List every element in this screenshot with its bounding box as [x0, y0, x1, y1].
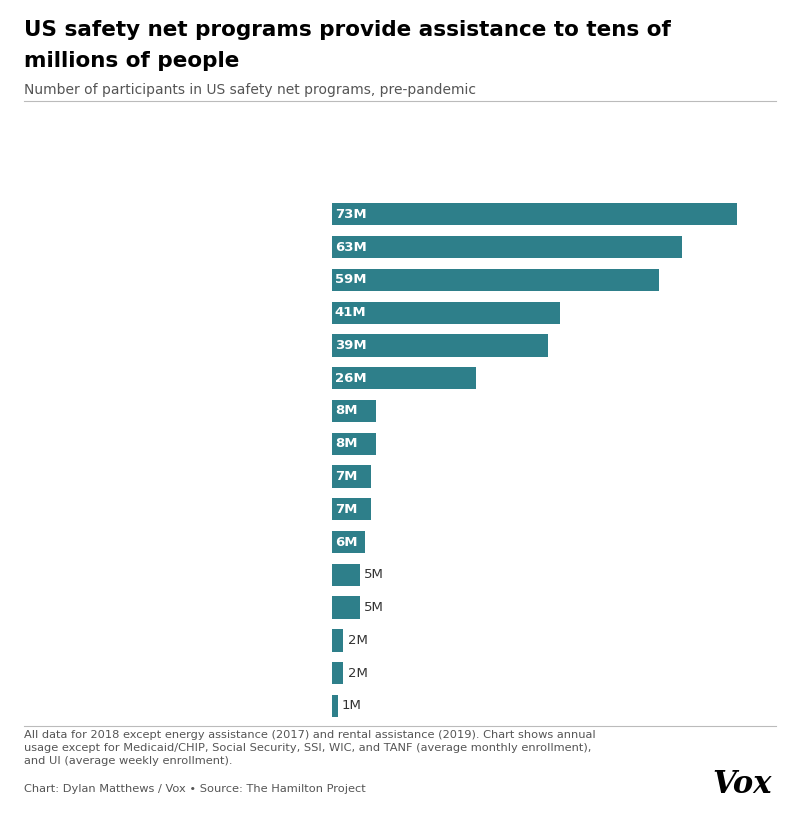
Text: 39M: 39M: [334, 339, 366, 352]
Bar: [332, 498, 371, 520]
Bar: [332, 236, 682, 258]
Text: 63M: 63M: [334, 240, 366, 254]
Bar: [332, 203, 737, 226]
Bar: [332, 629, 343, 651]
Bar: [332, 694, 338, 717]
Bar: [332, 433, 376, 455]
Text: Number of participants in US safety net programs, pre-pandemic: Number of participants in US safety net …: [24, 83, 476, 97]
Bar: [332, 564, 360, 586]
Text: Vox: Vox: [713, 769, 772, 800]
Bar: [332, 335, 549, 357]
Text: 1M: 1M: [342, 699, 362, 712]
Text: 59M: 59M: [334, 273, 366, 286]
Text: 6M: 6M: [334, 536, 358, 549]
Bar: [332, 400, 376, 422]
Bar: [332, 596, 360, 618]
Bar: [332, 465, 371, 488]
Bar: [332, 662, 343, 685]
Text: 5M: 5M: [364, 601, 384, 614]
Text: 8M: 8M: [334, 438, 358, 450]
Text: 73M: 73M: [334, 208, 366, 221]
Text: millions of people: millions of people: [24, 51, 239, 70]
Text: 7M: 7M: [334, 470, 357, 483]
Bar: [332, 302, 559, 324]
Text: Chart: Dylan Matthews / Vox • Source: The Hamilton Project: Chart: Dylan Matthews / Vox • Source: Th…: [24, 784, 366, 793]
Text: All data for 2018 except energy assistance (2017) and rental assistance (2019). : All data for 2018 except energy assistan…: [24, 730, 596, 766]
Text: 2M: 2M: [347, 667, 367, 680]
Bar: [332, 269, 659, 291]
Bar: [332, 367, 476, 389]
Text: 41M: 41M: [334, 306, 366, 319]
Text: 5M: 5M: [364, 569, 384, 582]
Text: 8M: 8M: [334, 404, 358, 417]
Bar: [332, 531, 366, 553]
Text: US safety net programs provide assistance to tens of: US safety net programs provide assistanc…: [24, 20, 671, 40]
Text: 2M: 2M: [347, 634, 367, 647]
Text: 7M: 7M: [334, 503, 357, 516]
Text: 26M: 26M: [334, 371, 366, 384]
